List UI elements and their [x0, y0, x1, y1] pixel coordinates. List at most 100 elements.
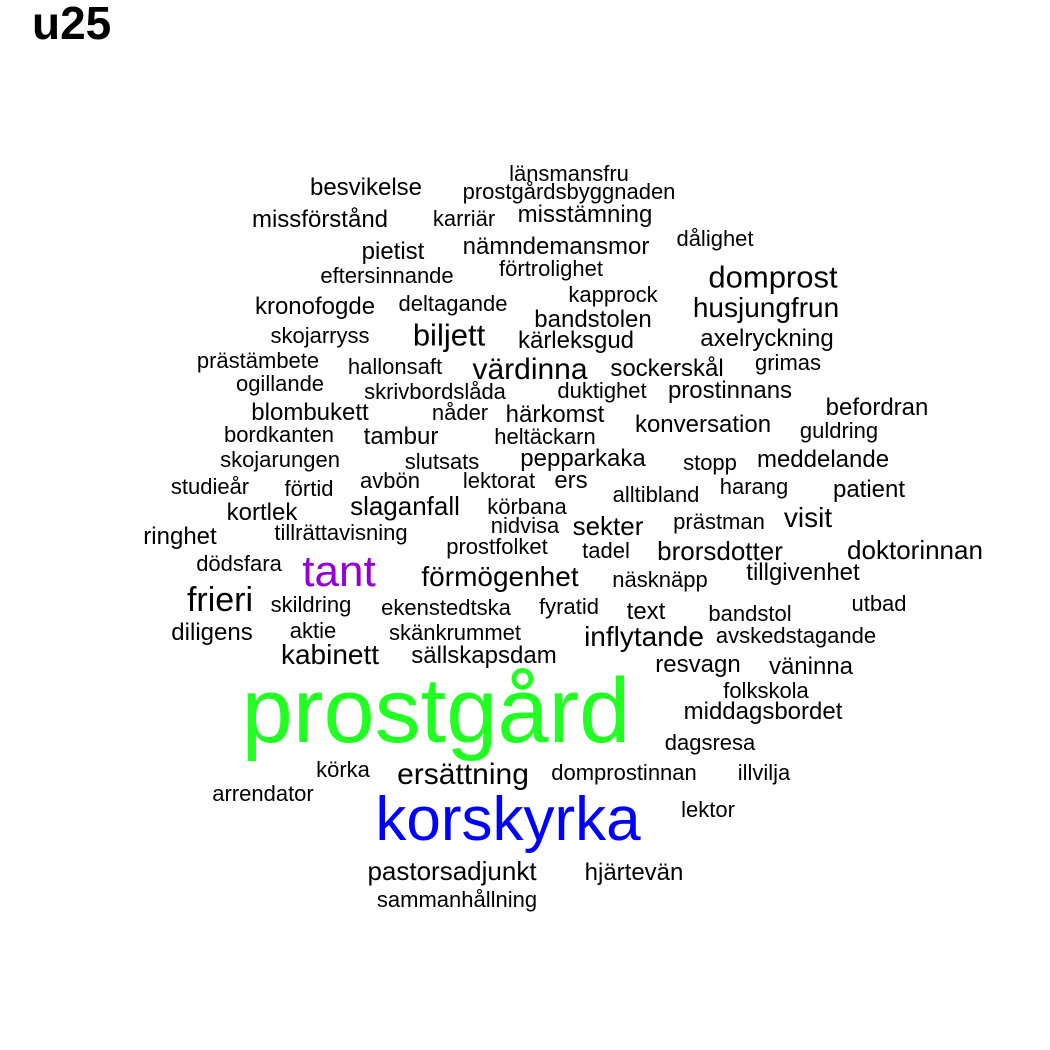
word-sammanhållning: sammanhållning [376, 887, 538, 912]
word-prästman: prästman [673, 509, 765, 534]
word-avskedstagande: avskedstagande [715, 623, 877, 648]
word-stopp: stopp [683, 450, 737, 475]
word-pastorsadjunkt: pastorsadjunkt [367, 856, 537, 886]
word-körka: körka [316, 757, 370, 782]
word-prostfolket: prostfolket [446, 534, 548, 559]
word-skänkrummet: skänkrummet [388, 620, 522, 645]
word-skildring: skildring [270, 592, 352, 617]
word-diligens: diligens [171, 619, 253, 646]
word-nidvisa: nidvisa [490, 513, 560, 538]
word-kortlek: kortlek [226, 499, 298, 526]
word-ringhet: ringhet [143, 523, 217, 550]
word-arrendator: arrendator [212, 781, 314, 806]
word-körbana: körbana [487, 494, 567, 519]
page-title: u25 [32, 0, 112, 49]
word-bandstol: bandstol [708, 601, 792, 626]
word-bordkanten: bordkanten [223, 422, 335, 447]
word-doktorinnan: doktorinnan [847, 535, 983, 565]
word-skrivbordslåda: skrivbordslåda [364, 379, 506, 404]
word-meddelande: meddelande [756, 446, 890, 473]
word-harang: harang [719, 474, 789, 499]
word-förtid: förtid [284, 476, 334, 501]
word-aktie: aktie [289, 618, 337, 643]
word-inflytande: inflytande [584, 621, 704, 652]
word-fyratid: fyratid [539, 594, 599, 619]
word-patient: patient [832, 476, 906, 503]
word-dödsfara: dödsfara [196, 551, 282, 576]
word-resvagn: resvagn [655, 651, 741, 678]
word-skojarryss: skojarryss [270, 323, 370, 348]
word-utbad: utbad [851, 591, 907, 616]
word-sekter: sekter [572, 511, 644, 541]
word-ogillande: ogillande [235, 371, 325, 396]
word-tadel: tadel [582, 538, 630, 563]
word-sällskapsdam: sällskapsdam [411, 642, 557, 669]
word-lektorat: lektorat [462, 468, 536, 493]
word-deltagande: deltagande [398, 291, 508, 316]
word-prostgårdsbyggnaden: prostgårdsbyggnaden [462, 179, 676, 204]
word-kärleksgud: kärleksgud [517, 327, 635, 354]
word-hallonsaft: hallonsaft [347, 354, 443, 379]
word-korskyrka: korskyrka [375, 785, 641, 854]
word-ersättning: ersättning [397, 758, 529, 791]
word-konversation: konversation [634, 411, 772, 438]
word-eftersinnande: eftersinnande [320, 263, 454, 288]
word-karriär: karriär [432, 206, 496, 231]
word-heltäckarn: heltäckarn [494, 424, 596, 449]
word-blombukett: blombukett [251, 399, 369, 426]
word-dagsresa: dagsresa [664, 730, 756, 755]
word-prostgård: prostgård [241, 660, 631, 762]
word-pietist: pietist [361, 238, 425, 265]
word-axelryckning: axelryckning [700, 325, 834, 352]
word-guldring: guldring [799, 418, 879, 443]
word-lektor: lektor [681, 797, 735, 822]
word-duktighet: duktighet [557, 378, 647, 403]
word-härkomst: härkomst [505, 401, 605, 428]
word-missförstånd: missförstånd [251, 206, 389, 233]
word-slaganfall: slaganfall [350, 491, 460, 521]
word-förtrolighet: förtrolighet [499, 256, 603, 281]
word-väninna: väninna [768, 653, 854, 680]
word-avbön: avbön [360, 468, 420, 493]
word-misstämning: misstämning [517, 201, 653, 228]
word-folkskola: folkskola [723, 678, 809, 703]
word-domprostinnan: domprostinnan [551, 760, 697, 785]
word-nåder: nåder [431, 400, 489, 425]
word-tambur: tambur [363, 423, 439, 450]
word-pepparkaka: pepparkaka [520, 445, 646, 472]
word-kronofogde: kronofogde [254, 293, 376, 320]
word-besvikelse: besvikelse [309, 174, 423, 201]
word-text: text [626, 598, 666, 625]
word-värdinna: värdinna [472, 353, 588, 386]
word-studieår: studieår [170, 474, 250, 499]
word-nämndemansmor: nämndemansmor [462, 233, 650, 260]
word-brorsdotter: brorsdotter [657, 536, 783, 566]
word-förmögenhet: förmögenhet [421, 561, 579, 592]
word-illvilja: illvilja [737, 760, 791, 785]
word-domprost: domprost [708, 259, 838, 295]
word-prostinnans: prostinnans [667, 377, 793, 404]
word-alltibland: alltibland [612, 482, 700, 507]
word-bandstolen: bandstolen [534, 306, 652, 333]
word-länsmansfru: länsmansfru [509, 161, 629, 186]
word-frieri: frieri [186, 581, 254, 619]
word-dålighet: dålighet [676, 226, 754, 251]
word-kapprock: kapprock [568, 282, 658, 307]
word-skojarungen: skojarungen [220, 447, 340, 472]
word-biljett: biljett [412, 317, 486, 353]
word-ekenstedtska: ekenstedtska [381, 595, 511, 620]
word-grimas: grimas [754, 350, 822, 375]
word-visit: visit [783, 502, 833, 533]
word-slutsats: slutsats [404, 449, 480, 474]
word-prästämbete: prästämbete [196, 348, 320, 373]
word-tant: tant [302, 547, 376, 596]
word-befordran: befordran [825, 394, 929, 421]
word-kabinett: kabinett [280, 639, 380, 670]
word-sockerskål: sockerskål [610, 355, 724, 382]
word-tillgivenhet: tillgivenhet [746, 559, 860, 586]
word-näsknäpp: näsknäpp [612, 567, 708, 592]
word-ers: ers [554, 467, 588, 494]
word-middagsbordet: middagsbordet [683, 698, 843, 725]
word-husjungfrun: husjungfrun [692, 292, 840, 323]
